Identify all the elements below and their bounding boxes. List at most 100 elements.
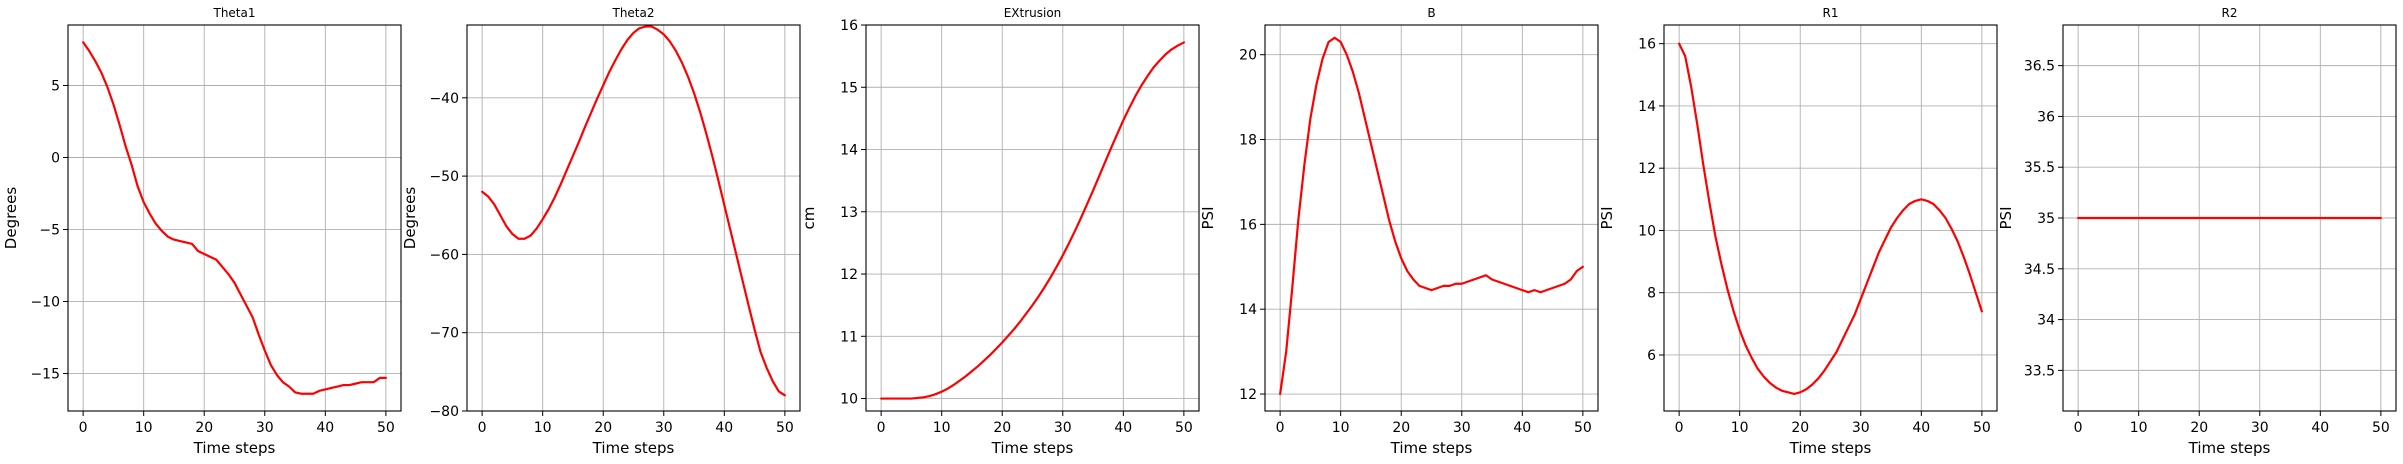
x-tick-label: 0	[877, 420, 886, 436]
x-axis-label: Time steps	[1390, 439, 1473, 457]
x-tick-label: 40	[1513, 420, 1531, 436]
x-tick-label: 20	[195, 420, 213, 436]
chart-title: EXtrusion	[1004, 6, 1062, 20]
x-axis-label: Time steps	[2188, 439, 2271, 457]
y-tick-label: −5	[39, 223, 60, 239]
x-tick-label: 0	[2074, 420, 2083, 436]
x-tick-label: 20	[993, 420, 1011, 436]
y-axis-label: PSI	[1199, 207, 1217, 230]
y-tick-label: 6	[1647, 348, 1656, 364]
x-tick-label: 10	[2130, 420, 2148, 436]
x-tick-label: 40	[1912, 420, 1930, 436]
x-tick-label: 10	[933, 420, 951, 436]
plot-frame	[466, 24, 801, 412]
y-tick-label: −15	[30, 367, 60, 383]
y-axis-label: Degrees	[401, 187, 419, 250]
plot-frame	[67, 24, 402, 412]
y-tick-label: 5	[51, 78, 60, 94]
y-tick-label: −60	[429, 247, 459, 263]
x-tick-label: 10	[135, 420, 153, 436]
y-tick-label: 14	[840, 143, 858, 159]
x-tick-label: 50	[1574, 420, 1592, 436]
y-tick-label: −50	[429, 169, 459, 185]
y-tick-label: 16	[840, 18, 858, 34]
y-tick-label: 11	[840, 329, 858, 345]
chart-panel-4: 0 10 20 30 40 50 20 18 16 14 12 B Time steps PSI	[1199, 6, 1599, 457]
y-tick-label: 14	[1239, 302, 1257, 318]
x-tick-label: 40	[2311, 420, 2329, 436]
x-tick-label: 30	[655, 420, 673, 436]
x-tick-label: 30	[1852, 420, 1870, 436]
series-line-1	[880, 41, 1185, 400]
y-tick-label: 20	[1239, 48, 1257, 64]
x-tick-label: 30	[2251, 420, 2269, 436]
x-tick-label: 50	[1175, 420, 1193, 436]
chart-panel-3: 0 10 20 30 40 50 16 15 14 13 12 11 10 EXtrusion Time s…	[800, 6, 1200, 457]
y-axis-label: cm	[800, 207, 818, 230]
x-tick-label: 20	[594, 420, 612, 436]
chart-title: R2	[2222, 6, 2238, 20]
x-tick-label: 50	[2372, 420, 2390, 436]
series-line-1	[82, 41, 387, 395]
x-tick-label: 40	[715, 420, 733, 436]
x-axis-label: Time steps	[1789, 439, 1872, 457]
x-tick-label: 30	[256, 420, 274, 436]
x-tick-label: 40	[1114, 420, 1132, 436]
plot-frame	[1663, 24, 1998, 412]
y-tick-label: 36	[2037, 109, 2055, 125]
chart-title: Theta2	[611, 6, 654, 20]
x-axis-label: Time steps	[592, 439, 675, 457]
y-tick-label: 12	[1239, 387, 1257, 403]
y-tick-label: 35.5	[2024, 160, 2055, 176]
y-tick-label: 16	[1638, 37, 1656, 53]
x-tick-label: 50	[776, 420, 794, 436]
y-tick-label: −10	[30, 295, 60, 311]
y-tick-label: −40	[429, 91, 459, 107]
x-tick-label: 10	[534, 420, 552, 436]
series-line-1	[1279, 36, 1584, 396]
y-tick-label: 36.5	[2024, 59, 2055, 75]
chart-title: R1	[1823, 6, 1839, 20]
chart-panel-6: 0 10 20 30 40 50 36.5 36 35.5 35 34.5 34 33.5 R2 Time …	[1997, 6, 2397, 457]
y-tick-label: 12	[840, 267, 858, 283]
y-tick-label: 12	[1638, 161, 1656, 177]
chart-panel-5: 0 10 20 30 40 50 16 14 12 10 8 6 R1 Time steps PSI	[1598, 6, 1998, 457]
y-tick-label: 15	[840, 80, 858, 96]
y-tick-label: 18	[1239, 133, 1257, 149]
x-tick-label: 10	[1332, 420, 1350, 436]
x-tick-label: 20	[2190, 420, 2208, 436]
x-tick-label: 50	[1973, 420, 1991, 436]
x-axis-label: Time steps	[193, 439, 276, 457]
y-tick-label: 10	[1638, 223, 1656, 239]
y-tick-label: 35	[2037, 211, 2055, 227]
chart-title: Theta1	[212, 6, 255, 20]
y-tick-label: 34	[2037, 313, 2055, 329]
plot-frame	[1264, 24, 1599, 412]
y-tick-label: 16	[1239, 217, 1257, 233]
chart-title: B	[1427, 6, 1435, 20]
x-tick-label: 10	[1731, 420, 1749, 436]
x-tick-label: 20	[1392, 420, 1410, 436]
y-tick-label: −80	[429, 404, 459, 420]
y-axis-label: PSI	[1598, 207, 1616, 230]
x-tick-label: 0	[1675, 420, 1684, 436]
y-tick-label: −70	[429, 326, 459, 342]
y-tick-label: 14	[1638, 99, 1656, 115]
x-tick-label: 30	[1054, 420, 1072, 436]
x-axis-label: Time steps	[991, 439, 1074, 457]
x-tick-label: 0	[1276, 420, 1285, 436]
y-tick-label: 33.5	[2024, 363, 2055, 379]
y-tick-label: 10	[840, 392, 858, 408]
y-axis-label: PSI	[1997, 207, 2015, 230]
y-axis-label: Degrees	[2, 187, 20, 250]
x-tick-label: 30	[1453, 420, 1471, 436]
y-tick-label: 0	[51, 151, 60, 167]
series-line-1	[481, 25, 786, 397]
x-tick-label: 0	[79, 420, 88, 436]
series-line-1	[1678, 42, 1983, 395]
y-tick-label: 13	[840, 205, 858, 221]
y-tick-label: 34.5	[2024, 262, 2055, 278]
plot-frame	[865, 24, 1200, 412]
